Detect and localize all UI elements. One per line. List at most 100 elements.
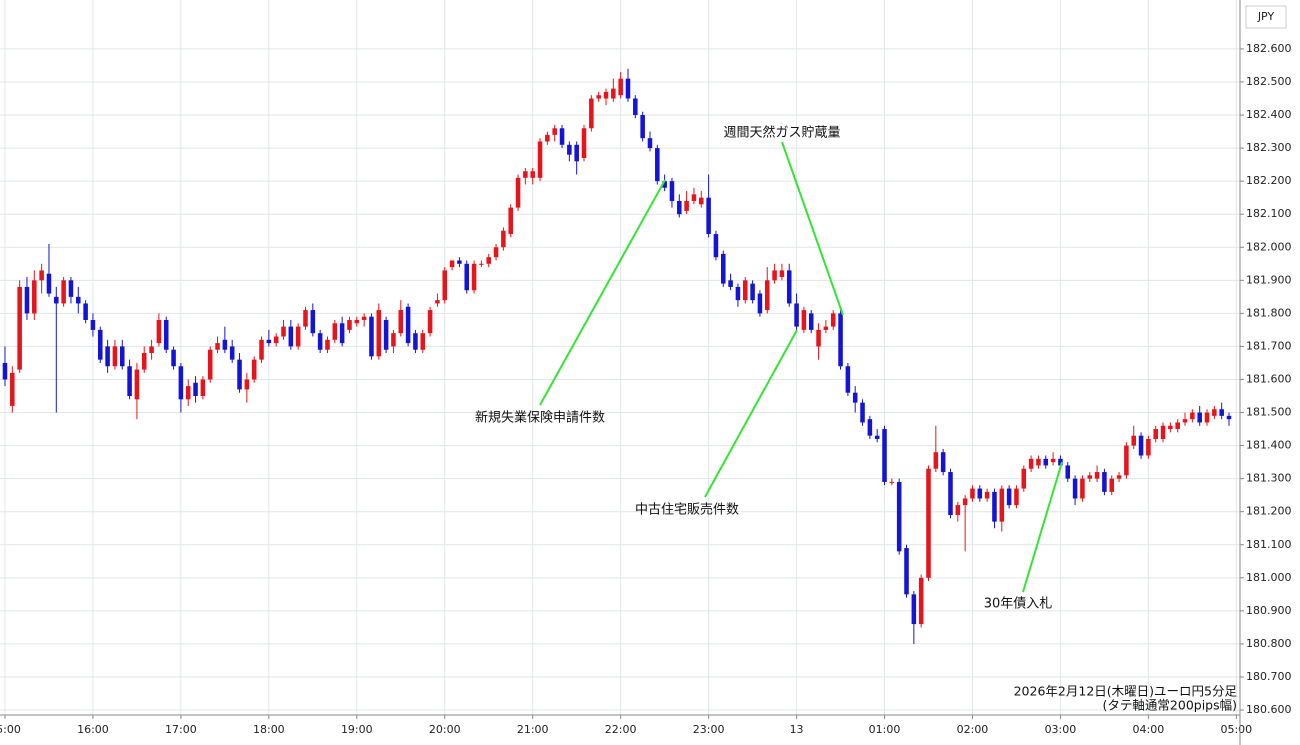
x-tick-label: 15:00 [0, 723, 21, 736]
annotation-line [704, 329, 798, 498]
unit-label: JPY [1257, 10, 1275, 23]
candle-body [721, 253, 726, 284]
y-tick-label: 180.900 [1246, 604, 1292, 617]
candle-body [449, 260, 455, 268]
candle-body [479, 263, 484, 265]
candle-body [830, 313, 836, 327]
x-tick-label: 23:00 [693, 723, 725, 736]
candle-body [376, 310, 382, 357]
y-tick-label: 182.300 [1246, 141, 1292, 154]
candle-body [486, 257, 492, 264]
candle-body [134, 369, 140, 400]
candle-body [193, 382, 198, 397]
x-tick-label: 05:00 [1220, 723, 1252, 736]
x-tick-label: 18:00 [253, 723, 285, 736]
candle-body [442, 270, 448, 301]
candle-body [1116, 475, 1122, 479]
candle-body [1036, 458, 1041, 466]
candle-body [545, 134, 550, 142]
candle-body [801, 310, 807, 330]
candle-body [1204, 412, 1210, 423]
candle-body [618, 78, 623, 96]
chart-note: 2026年2月12日(木曜日)ユーロ円5分足 [1014, 684, 1238, 699]
y-tick-label: 181.900 [1246, 273, 1292, 286]
y-tick-label: 181.500 [1246, 406, 1292, 419]
candle-body [295, 326, 301, 347]
candle-body [852, 392, 858, 403]
candle-body [662, 181, 667, 188]
candle-body [97, 329, 103, 360]
candle-body [149, 346, 154, 354]
candle-body [970, 488, 975, 499]
candle-body [310, 310, 316, 334]
candle-body [229, 346, 235, 360]
candle-body [332, 323, 338, 340]
candle-body [633, 98, 638, 116]
candle-body [156, 319, 162, 344]
candle-body [281, 326, 286, 337]
candle-body [596, 95, 601, 99]
y-tick-label: 181.000 [1246, 571, 1292, 584]
candle-body [1124, 445, 1129, 476]
candle-body [303, 310, 308, 327]
candle-body [1168, 425, 1173, 430]
candle-body [61, 280, 66, 304]
candle-body [1212, 409, 1217, 416]
y-tick-label: 182.100 [1246, 207, 1292, 220]
candle-body [1146, 438, 1151, 456]
y-tick-label: 182.500 [1246, 75, 1292, 88]
candle-body [1138, 435, 1144, 456]
y-tick-label: 181.200 [1246, 505, 1292, 518]
candle-body [215, 343, 220, 350]
candle-body [904, 548, 909, 595]
annotation-line [781, 141, 844, 316]
y-tick-label: 180.700 [1246, 670, 1292, 683]
candle-body [369, 316, 374, 357]
candle-body [39, 270, 44, 281]
candle-body [288, 326, 294, 347]
candle-body [1160, 425, 1166, 439]
candle-body [1219, 409, 1224, 416]
candle-body [926, 468, 931, 578]
candle-body [32, 280, 37, 314]
y-tick-label: 181.100 [1246, 538, 1292, 551]
candle-body [339, 323, 345, 344]
candle-body [391, 333, 396, 347]
candle-body [185, 386, 191, 400]
candle-body [1094, 472, 1100, 479]
candle-body [574, 144, 579, 162]
candle-body [90, 319, 96, 330]
candle-body [684, 200, 689, 211]
x-tick-label: 22:00 [605, 723, 637, 736]
candle-body [76, 296, 81, 304]
candle-body [266, 339, 272, 344]
candle-body [427, 310, 433, 334]
y-tick-label: 180.800 [1246, 637, 1292, 650]
candle-body [435, 300, 440, 304]
candle-body [171, 349, 176, 367]
candle-body [1226, 415, 1232, 420]
candle-body [779, 270, 785, 278]
unit-box [1245, 5, 1287, 29]
candle-body [559, 128, 565, 145]
candle-body [515, 177, 521, 208]
y-tick-label: 181.300 [1246, 472, 1292, 485]
candle-body [237, 359, 242, 390]
candle-body [794, 303, 799, 327]
x-tick-label: 13 [790, 723, 804, 736]
chart-note: (タテ軸通常200pips幅) [1103, 698, 1237, 713]
candle-body [354, 319, 360, 324]
y-tick-label: 182.200 [1246, 174, 1292, 187]
x-tick-label: 17:00 [165, 723, 197, 736]
candle-body [347, 319, 352, 330]
candle-body [625, 78, 631, 99]
candle-body [530, 171, 535, 178]
candle-body [874, 435, 880, 439]
y-tick-label: 181.700 [1246, 339, 1292, 352]
candle-body [728, 280, 733, 287]
candle-body [977, 488, 983, 499]
candle-body [581, 128, 587, 159]
candle-body [1175, 422, 1180, 430]
